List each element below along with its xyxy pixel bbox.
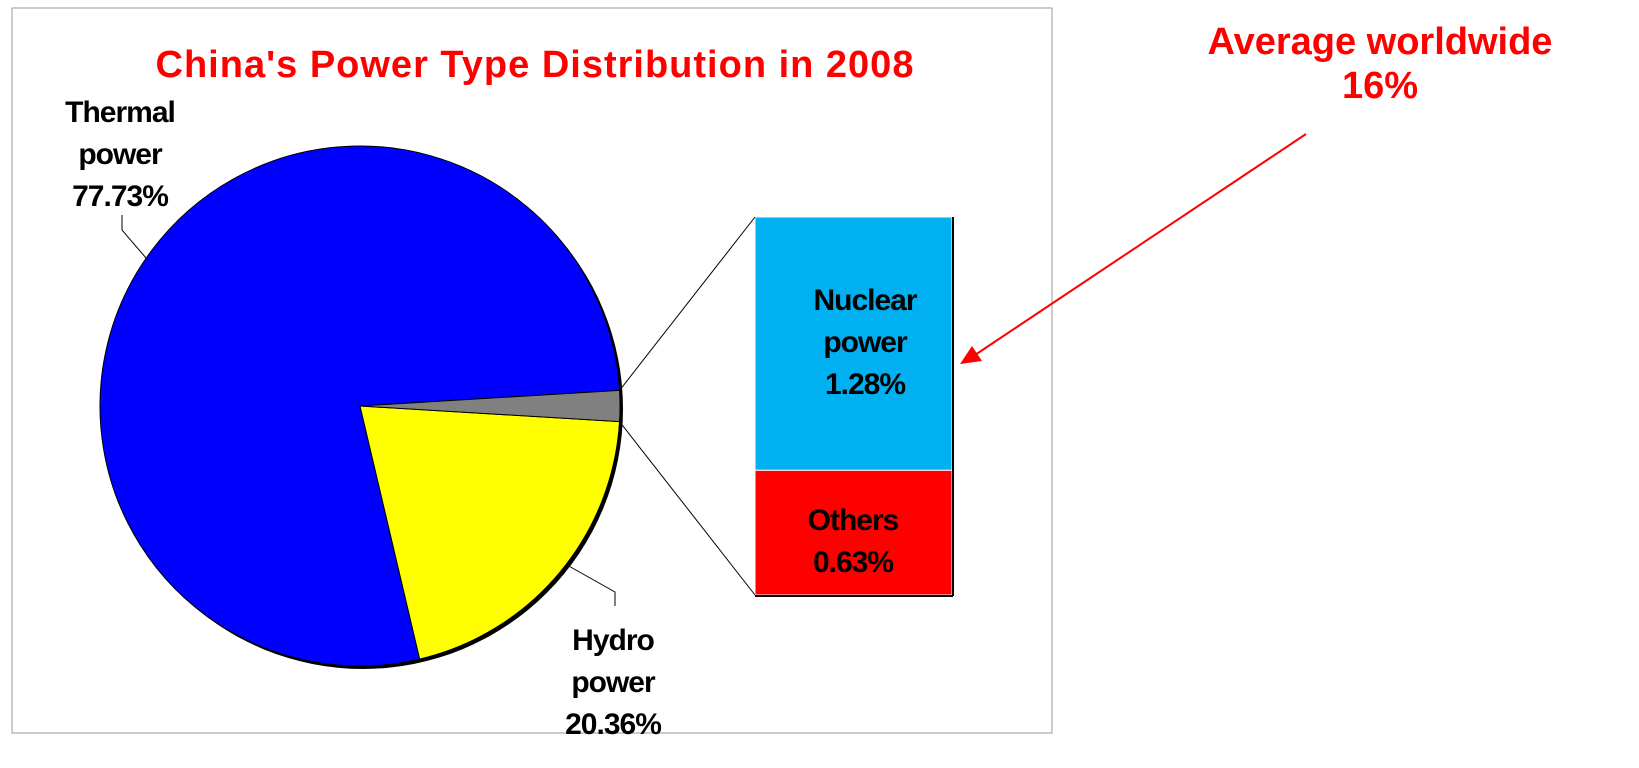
connector: [619, 421, 756, 596]
category-label: Thermal power: [65, 96, 176, 171]
pie-slice: [359, 389, 621, 423]
slice-label: Hydro power 20.36%: [548, 620, 678, 746]
category-label: Others: [807, 504, 900, 537]
bar-label: Nuclear power 1.28%: [790, 280, 940, 406]
annotation: Average worldwide 16%: [1207, 21, 1553, 107]
leader-line: [566, 564, 616, 606]
slice-label: Thermal power 77.73%: [50, 92, 190, 218]
annotation-arrow: [974, 133, 1307, 356]
value-label: 1.28%: [824, 368, 906, 401]
value-label: 77.73%: [72, 180, 169, 213]
bar-label: Others 0.63%: [778, 500, 928, 584]
marks: [99, 133, 1307, 669]
value-label: 0.63%: [812, 546, 894, 579]
category-label: Nuclear power: [813, 284, 917, 359]
pie-slice: [359, 405, 621, 660]
arrow-head: [960, 346, 982, 364]
stack-bar: [754, 469, 953, 596]
connector: [619, 216, 756, 391]
category-label: Hydro power: [571, 624, 655, 699]
value-label: 20.36%: [565, 708, 662, 741]
stack-bar: [754, 216, 953, 471]
leader-line: [121, 215, 147, 259]
chart-title: China's Power Type Distribution in 2008: [155, 44, 915, 86]
